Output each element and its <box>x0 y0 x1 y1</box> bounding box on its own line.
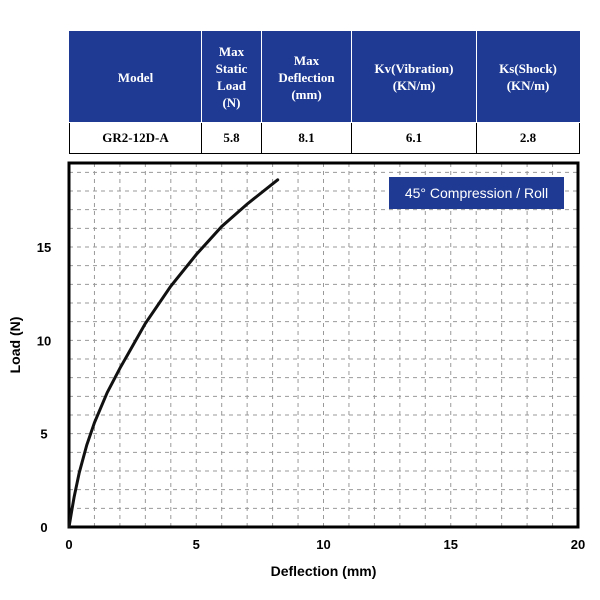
cell-kv: 6.1 <box>351 122 477 154</box>
cell-ks: 2.8 <box>476 122 580 154</box>
y-tick-label: 0 <box>40 520 47 535</box>
tick-labels: 0 5 10 15 20 0 5 10 15 <box>37 240 585 552</box>
x-tick-label: 10 <box>316 537 330 552</box>
plot-frame <box>67 161 580 529</box>
y-tick-label: 10 <box>37 333 51 348</box>
chart-title: 45° Compression / Roll <box>405 185 548 201</box>
header-model: Model <box>69 31 202 123</box>
y-tick-label: 5 <box>40 427 47 442</box>
spec-table-data-row: GR2-12D-A 5.8 8.1 6.1 2.8 <box>69 122 580 154</box>
cell-max-static-load: 5.8 <box>201 122 262 154</box>
spec-table-header-row: Model Max Static Load (N) Max Deflection… <box>69 31 580 123</box>
chart-title-badge: 45° Compression / Roll <box>389 177 564 209</box>
spec-table: Model Max Static Load (N) Max Deflection… <box>69 31 580 154</box>
x-tick-label: 20 <box>571 537 585 552</box>
cell-max-deflection: 8.1 <box>261 122 352 154</box>
y-axis-title: Load (N) <box>7 317 23 374</box>
x-tick-label: 5 <box>193 537 200 552</box>
header-max-deflection: Max Deflection (mm) <box>261 31 352 123</box>
title-badge-background <box>389 177 564 209</box>
series-line-load-deflection <box>67 178 280 529</box>
header-ks-shock: Ks(Shock) (KN/m) <box>476 31 580 123</box>
x-axis-title: Deflection (mm) <box>271 563 377 579</box>
x-tick-label: 0 <box>65 537 72 552</box>
x-tick-label: 15 <box>444 537 458 552</box>
y-tick-label: 15 <box>37 240 51 255</box>
grid <box>69 163 578 527</box>
